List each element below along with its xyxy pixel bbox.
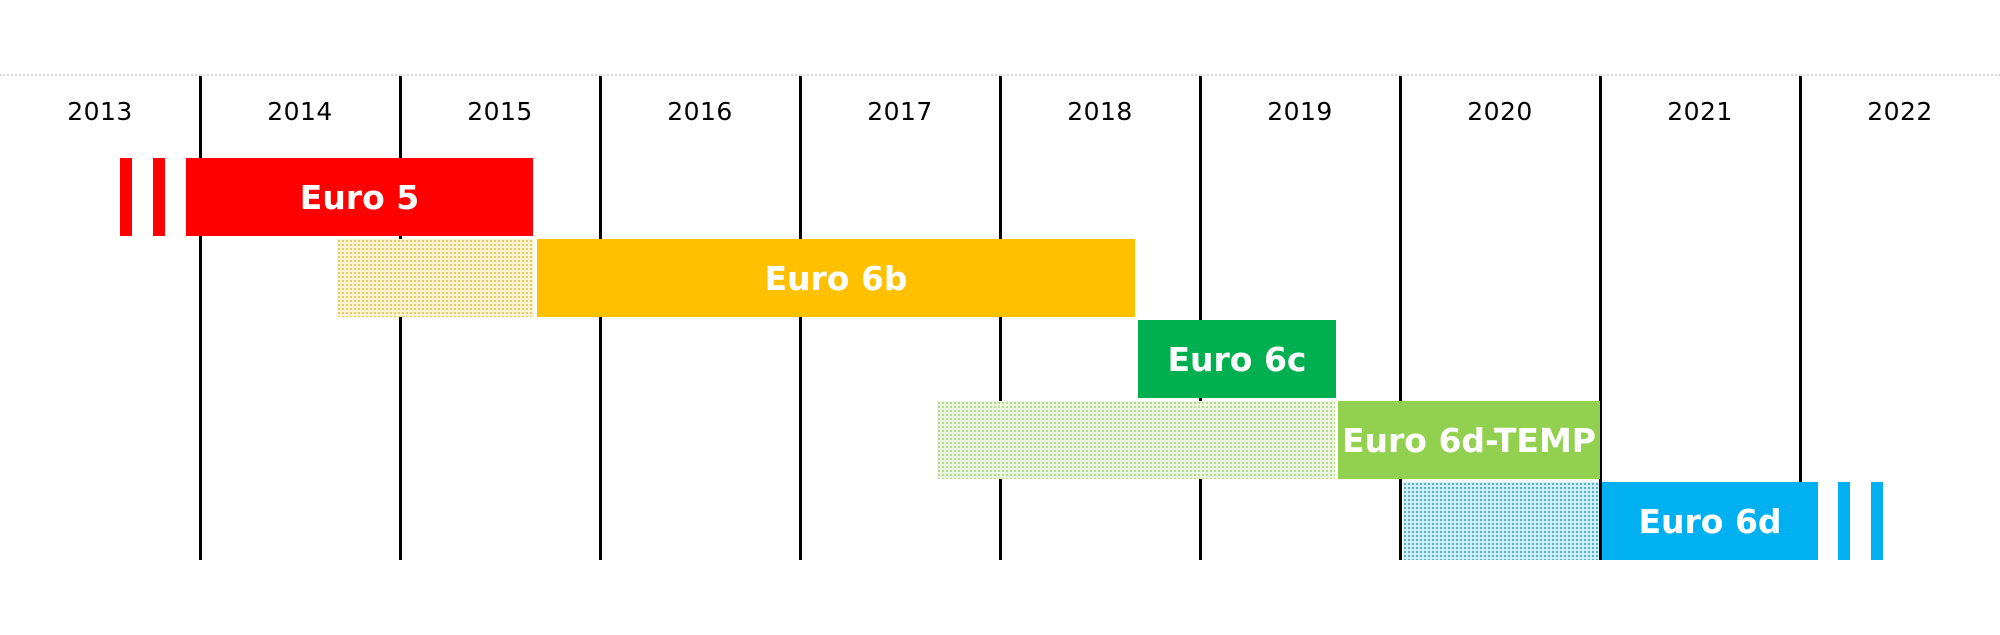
euro6b-label: Euro 6b bbox=[764, 258, 908, 298]
euro5-continuation-stripe bbox=[120, 158, 132, 236]
euro6d-continuation-stripe bbox=[1871, 482, 1883, 560]
year-divider bbox=[1599, 76, 1602, 560]
year-divider bbox=[1399, 76, 1402, 560]
year-label-2018: 2018 bbox=[1067, 97, 1133, 126]
year-label-2020: 2020 bbox=[1467, 97, 1533, 126]
year-label-2019: 2019 bbox=[1267, 97, 1333, 126]
year-divider bbox=[799, 76, 802, 560]
year-divider bbox=[1199, 76, 1202, 560]
year-label-2014: 2014 bbox=[267, 97, 333, 126]
year-label-2013: 2013 bbox=[67, 97, 133, 126]
year-label-2016: 2016 bbox=[667, 97, 733, 126]
year-label-2021: 2021 bbox=[1667, 97, 1733, 126]
year-divider bbox=[199, 76, 202, 560]
year-divider bbox=[1799, 76, 1802, 560]
euro6d-temp-bar: Euro 6d-TEMP bbox=[1338, 401, 1600, 479]
year-label-2015: 2015 bbox=[467, 97, 533, 126]
euro6d-bar: Euro 6d bbox=[1602, 482, 1818, 560]
year-label-2022: 2022 bbox=[1867, 97, 1933, 126]
year-divider bbox=[999, 76, 1002, 560]
euro6d-label: Euro 6d bbox=[1638, 501, 1782, 541]
euro6c-bar: Euro 6c bbox=[1138, 320, 1336, 398]
euro5-continuation-stripe bbox=[153, 158, 165, 236]
euro6b-phase-in-hatch bbox=[337, 239, 534, 317]
year-divider bbox=[599, 76, 602, 560]
year-label-2017: 2017 bbox=[867, 97, 933, 126]
euro6d-temp-phase-in-hatch bbox=[937, 401, 1335, 479]
euro6c-label: Euro 6c bbox=[1167, 339, 1307, 379]
top-dotted-rule bbox=[0, 74, 2000, 76]
euro6b-bar: Euro 6b bbox=[537, 239, 1135, 317]
euro6d-continuation-stripe bbox=[1838, 482, 1850, 560]
year-divider bbox=[399, 76, 402, 560]
euro6d-phase-in-hatch bbox=[1403, 482, 1599, 560]
euro6d-temp-label: Euro 6d-TEMP bbox=[1342, 420, 1596, 460]
euro5-bar: Euro 5 bbox=[186, 158, 533, 236]
euro5-label: Euro 5 bbox=[299, 177, 420, 217]
